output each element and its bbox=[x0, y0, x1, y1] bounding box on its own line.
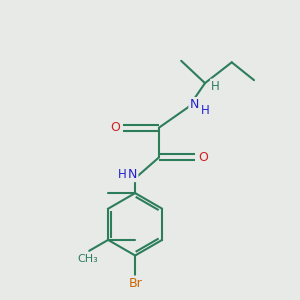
Text: O: O bbox=[198, 151, 208, 164]
Text: H: H bbox=[117, 168, 126, 181]
Text: Br: Br bbox=[128, 277, 142, 290]
Text: N: N bbox=[128, 168, 137, 181]
Text: H: H bbox=[211, 80, 220, 93]
Text: N: N bbox=[189, 98, 199, 111]
Text: O: O bbox=[110, 121, 120, 134]
Text: H: H bbox=[201, 104, 209, 117]
Text: CH₃: CH₃ bbox=[77, 254, 98, 264]
